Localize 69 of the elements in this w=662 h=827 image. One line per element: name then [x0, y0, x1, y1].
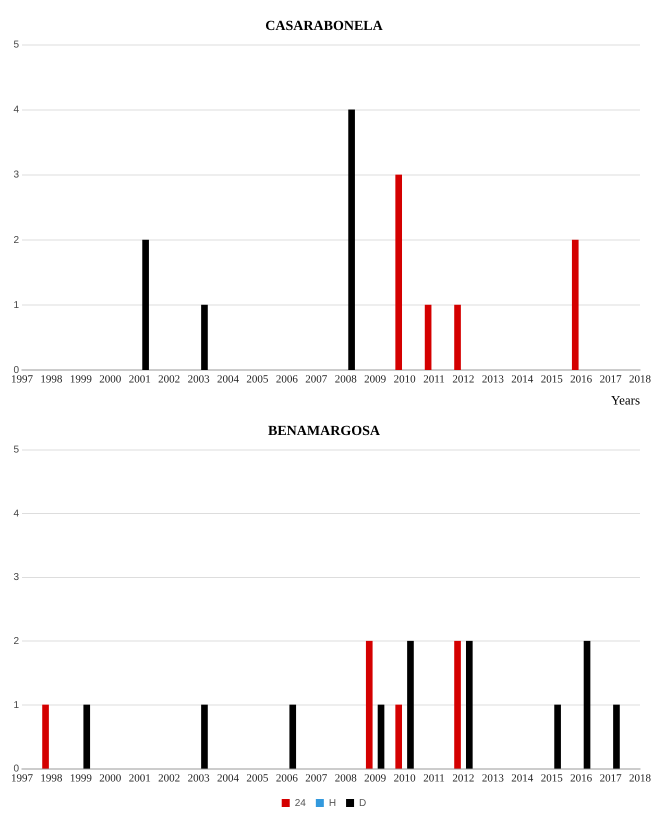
x-axis-title: Years [610, 392, 640, 408]
y-tick-label: 4 [13, 508, 20, 520]
x-tick-label: 2009 [364, 772, 387, 784]
x-tick-label: 2000 [99, 374, 122, 386]
x-tick-label: 2008 [334, 374, 358, 386]
x-tick-label: 2008 [334, 772, 358, 784]
x-tick-label: 2002 [158, 772, 180, 784]
x-tick-label: 1999 [70, 772, 92, 784]
x-tick-label: 2005 [246, 374, 269, 386]
x-tick-label: 2016 [570, 374, 593, 386]
x-tick-label: 1997 [11, 772, 34, 784]
x-tick-label: 2017 [600, 374, 622, 386]
y-tick-label: 5 [13, 444, 20, 456]
x-tick-label: 2011 [423, 772, 445, 784]
bar [395, 174, 402, 370]
x-tick-label: 2006 [276, 374, 298, 386]
bar [572, 240, 579, 370]
x-tick-label: 2015 [540, 374, 564, 386]
x-tick-label: 2007 [305, 772, 328, 784]
y-tick-label: 0 [13, 364, 20, 376]
x-tick-label: 2010 [394, 772, 416, 784]
x-tick-label: 1997 [11, 374, 34, 386]
x-tick-label: 2018 [629, 374, 652, 386]
bar [348, 110, 355, 370]
chart-title: CASARABONELA [265, 19, 384, 34]
chart-title: BENAMARGOSA [268, 424, 381, 440]
y-tick-label: 5 [13, 40, 20, 51]
x-tick-label: 2009 [364, 374, 387, 386]
x-tick-label: 2010 [394, 374, 416, 386]
x-tick-label: 1998 [40, 374, 63, 386]
legend-label: 24 [294, 798, 306, 809]
x-tick-label: 1998 [40, 772, 63, 784]
x-tick-label: 2001 [128, 374, 151, 386]
y-tick-label: 2 [13, 234, 20, 246]
bar [424, 304, 432, 370]
y-tick-label: 3 [13, 572, 20, 584]
y-tick-label: 3 [13, 170, 20, 181]
x-tick-label: 2007 [305, 374, 328, 386]
x-tick-label: 2004 [217, 772, 240, 784]
x-tick-label: 2014 [511, 772, 534, 784]
x-tick-label: 2018 [629, 772, 652, 784]
y-tick-label: 1 [13, 300, 20, 311]
x-tick-label: 2003 [188, 772, 210, 784]
y-tick-label: 1 [13, 700, 20, 711]
x-tick-label: 2003 [188, 374, 210, 386]
x-tick-label: 2002 [158, 374, 180, 386]
x-tick-label: 2012 [452, 772, 474, 784]
x-tick-label: 2006 [276, 772, 298, 784]
legend-label: D [359, 798, 366, 809]
x-tick-label: 2011 [423, 374, 445, 386]
bar [454, 304, 461, 370]
legend-label: H [328, 798, 336, 809]
bar [201, 304, 208, 370]
x-tick-label: 2017 [600, 772, 622, 784]
bar [142, 240, 149, 370]
x-tick-label: 2013 [482, 374, 504, 386]
x-tick-label: 2005 [246, 772, 269, 784]
x-tick-label: 2004 [217, 374, 240, 386]
y-tick-label: 2 [13, 636, 20, 647]
x-tick-label: 2012 [452, 374, 474, 386]
x-tick-label: 2014 [511, 374, 534, 386]
x-tick-label: 1999 [70, 374, 92, 386]
y-tick-label: 0 [13, 764, 20, 775]
x-tick-label: 2000 [99, 772, 122, 784]
x-tick-label: 2013 [482, 772, 504, 784]
x-tick-label: 2015 [540, 772, 564, 784]
y-tick-label: 4 [13, 104, 20, 116]
x-tick-label: 2001 [128, 772, 151, 784]
x-tick-label: 2016 [570, 772, 593, 784]
